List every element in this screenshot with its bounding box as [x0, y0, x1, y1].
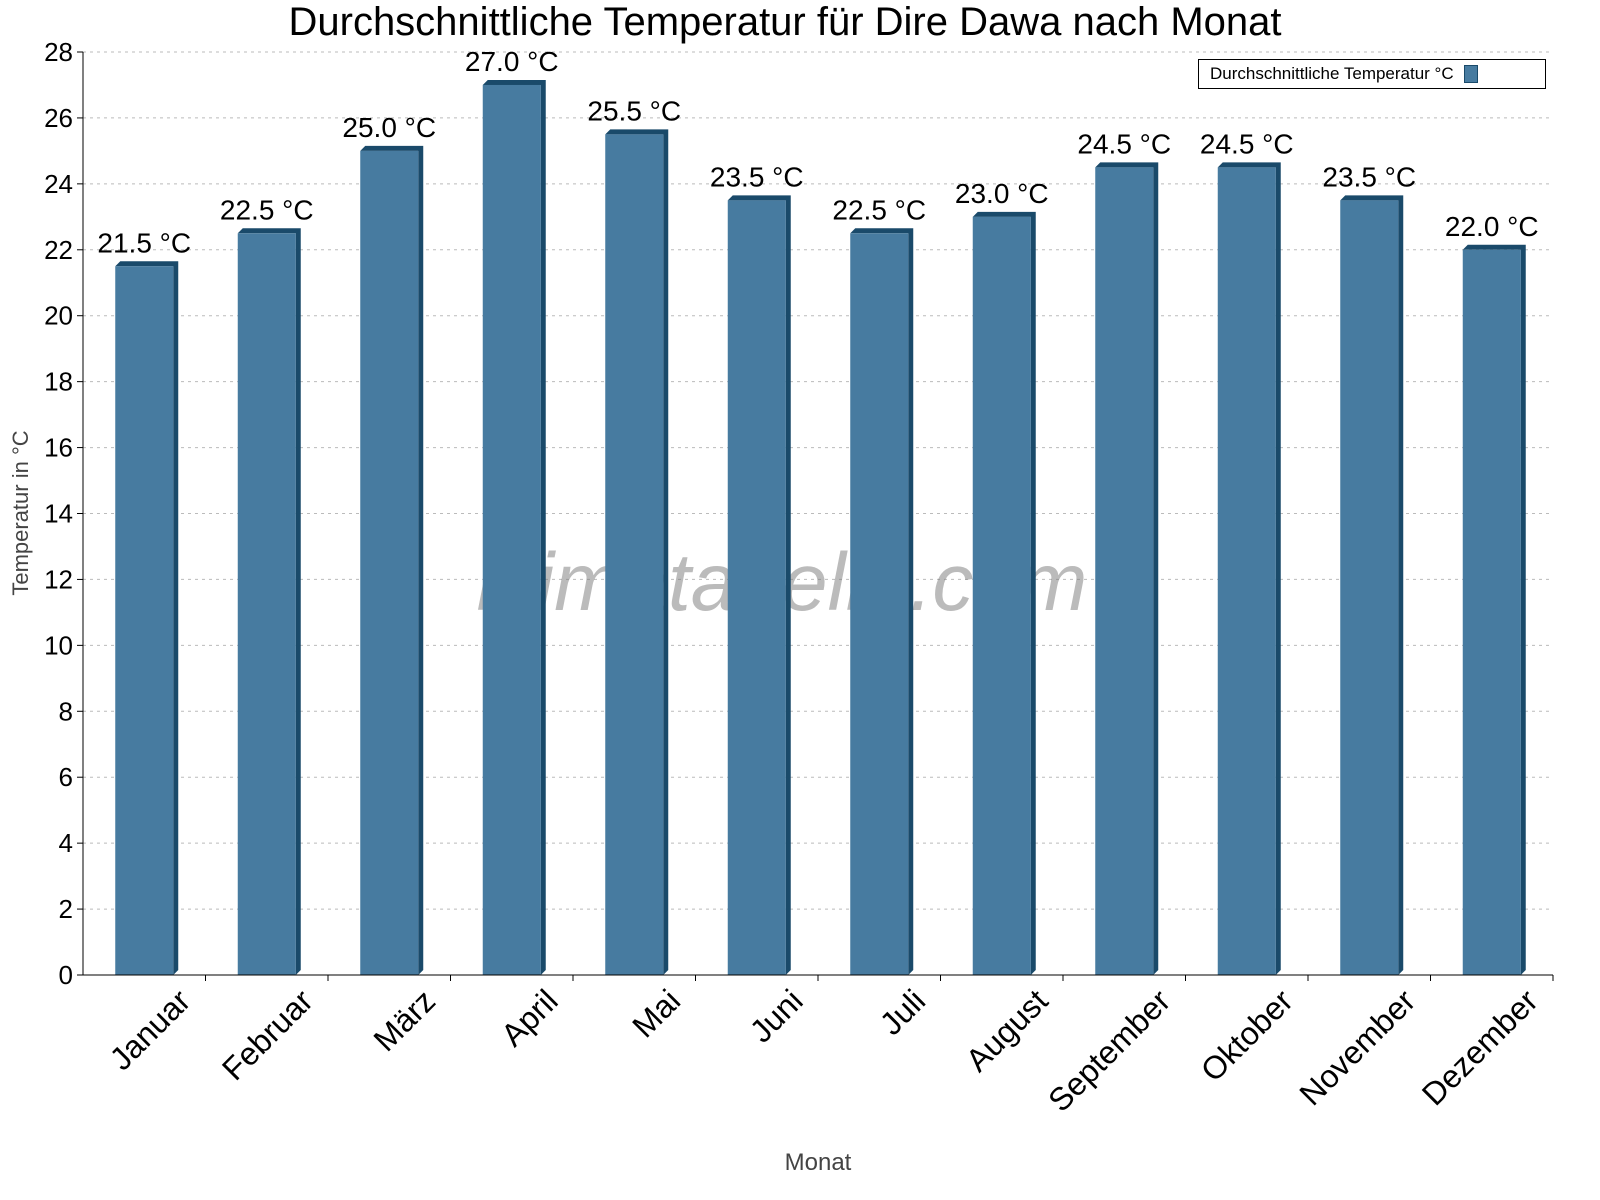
- y-axis-label: Temperatur in °C: [8, 430, 33, 595]
- x-tick-label: November: [1292, 982, 1422, 1112]
- y-tick-label: 2: [59, 894, 73, 924]
- data-label: 23.0 °C: [955, 178, 1049, 209]
- x-tick-label: Oktober: [1194, 982, 1300, 1088]
- x-axis-label: Monat: [785, 1149, 852, 1176]
- y-tick-label: 4: [59, 828, 73, 858]
- y-tick-label: 6: [59, 762, 73, 792]
- data-label: 21.5 °C: [97, 227, 191, 258]
- bar: [1217, 167, 1276, 975]
- legend-swatch: [1463, 65, 1478, 83]
- y-tick-label: 22: [44, 235, 73, 265]
- x-tick-label: August: [959, 982, 1055, 1078]
- x-tick-label: Februar: [215, 982, 320, 1087]
- x-tick-label: September: [1041, 982, 1177, 1118]
- y-tick-label: 16: [44, 433, 73, 463]
- data-label: 23.5 °C: [710, 161, 804, 192]
- bar: [115, 266, 174, 976]
- y-tick-label: 0: [59, 960, 73, 990]
- chart-title: Durchschnittliche Temperatur für Dire Da…: [288, 0, 1282, 44]
- data-label: 25.0 °C: [342, 112, 436, 143]
- y-tick-label: 20: [44, 301, 73, 331]
- bar: [482, 84, 541, 975]
- y-tick-label: 10: [44, 630, 73, 660]
- x-tick-label: März: [366, 982, 442, 1058]
- data-label: 23.5 °C: [1322, 161, 1416, 192]
- bar: [1340, 200, 1399, 975]
- data-label: 25.5 °C: [587, 95, 681, 126]
- data-label: 22.5 °C: [220, 194, 314, 225]
- y-tick-label: 18: [44, 367, 73, 397]
- x-tick-label: Januar: [103, 982, 198, 1077]
- x-tick-label: Juni: [743, 982, 810, 1049]
- bar: [360, 150, 419, 976]
- y-tick-label: 26: [44, 103, 73, 133]
- bar: [972, 216, 1031, 976]
- legend: Durchschnittliche Temperatur °C: [1198, 59, 1546, 89]
- x-tick-label: Dezember: [1415, 982, 1545, 1112]
- data-label: 24.5 °C: [1077, 128, 1171, 159]
- data-label: 22.5 °C: [832, 194, 926, 225]
- x-tick-label: Mai: [625, 982, 687, 1044]
- x-tick-label: April: [494, 982, 565, 1053]
- data-label: 24.5 °C: [1200, 128, 1294, 159]
- bar: [850, 233, 909, 975]
- y-tick-label: 14: [44, 499, 73, 529]
- y-tick-label: 24: [44, 169, 73, 199]
- data-label: 22.0 °C: [1445, 211, 1539, 242]
- bar: [237, 233, 296, 975]
- data-label: 27.0 °C: [465, 46, 559, 77]
- x-tick-label: Juli: [873, 982, 932, 1041]
- y-tick-label: 8: [59, 696, 73, 726]
- bar: [605, 134, 664, 976]
- y-tick-label: 12: [44, 564, 73, 594]
- legend-label: Durchschnittliche Temperatur °C: [1210, 64, 1454, 83]
- bar: [1462, 249, 1521, 976]
- bar: [1095, 167, 1154, 975]
- y-tick-label: 28: [44, 37, 73, 67]
- bar: [727, 200, 786, 975]
